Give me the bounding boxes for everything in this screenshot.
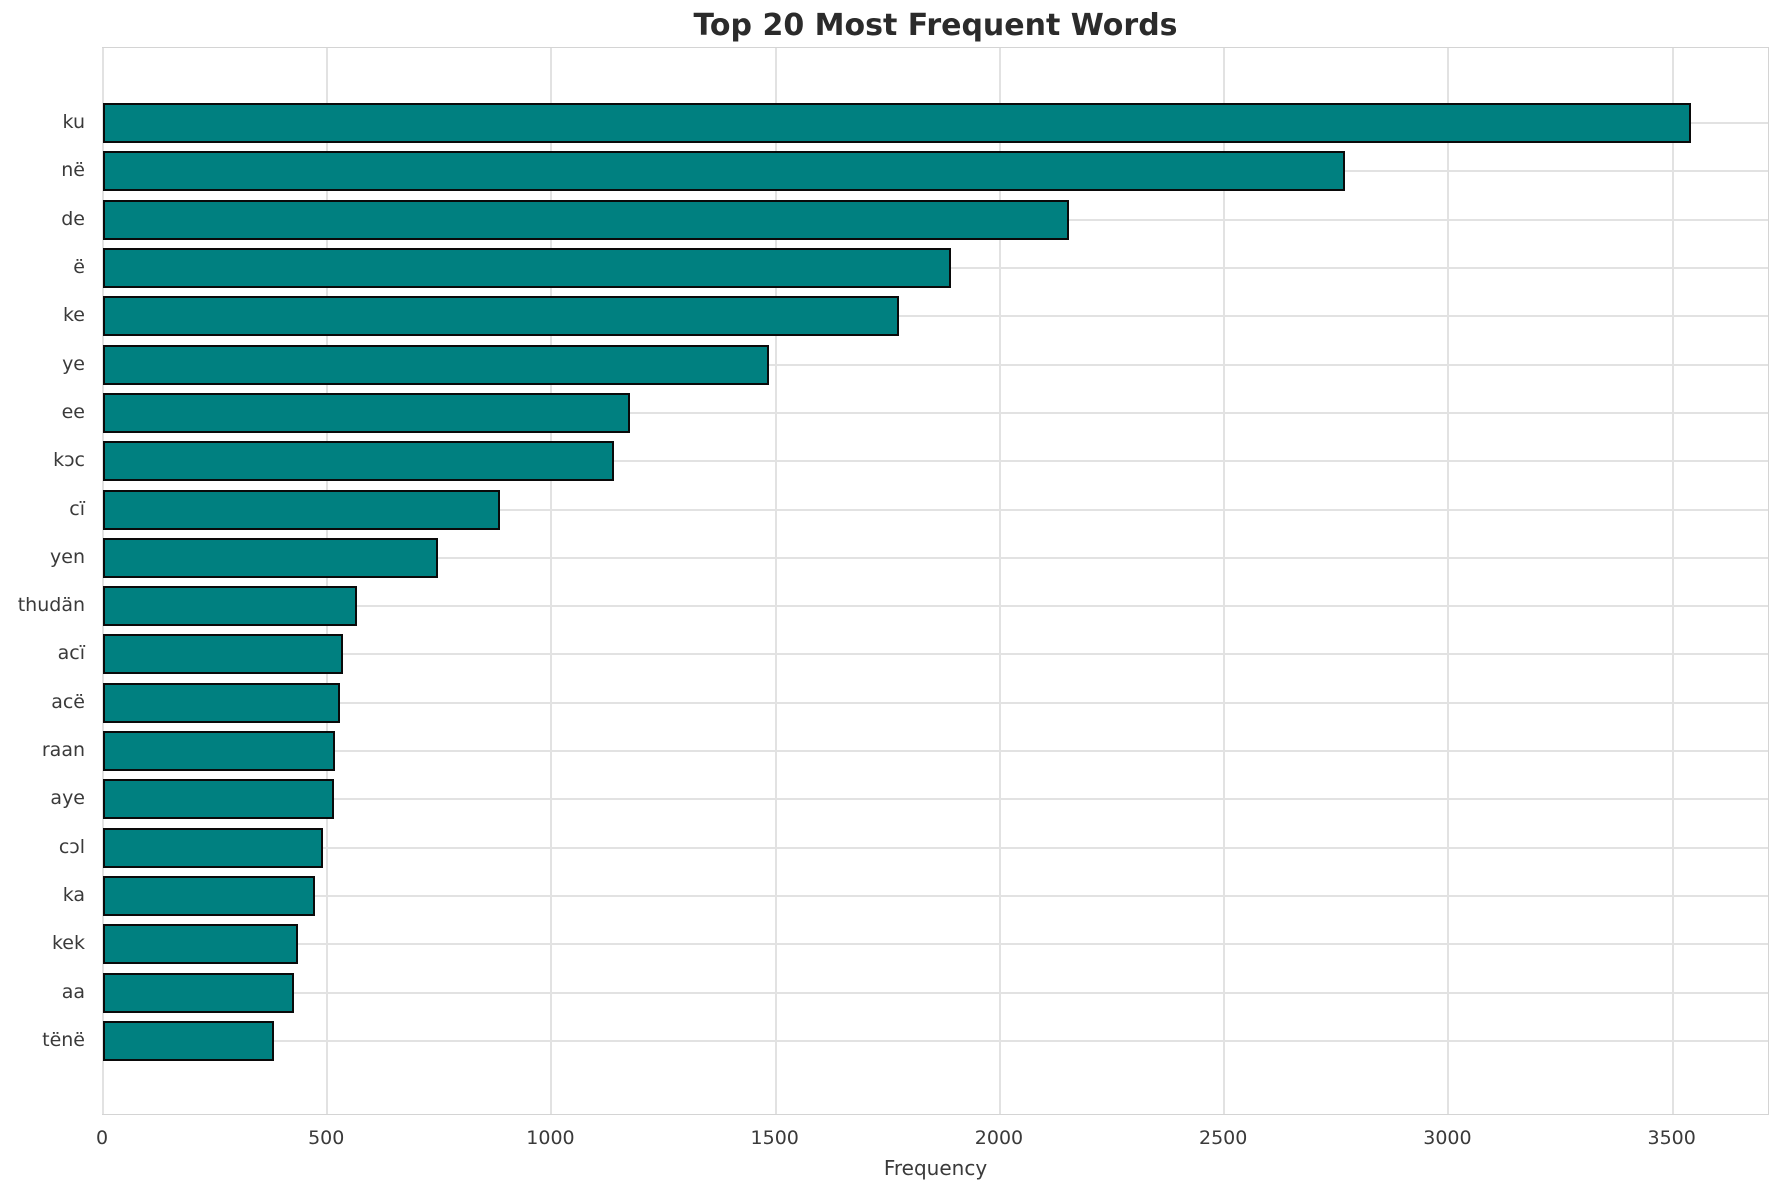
bar-aye	[103, 779, 334, 820]
bar-acï	[103, 634, 343, 675]
gridline-horizontal	[103, 363, 1768, 366]
gridline-vertical	[326, 48, 329, 1114]
y-tick-label: në	[61, 159, 85, 182]
bar-tënë	[103, 1021, 274, 1061]
gridline-horizontal	[103, 846, 1768, 849]
bar-aa	[103, 972, 294, 1013]
y-tick-label: acë	[51, 690, 85, 713]
y-tick-label: ku	[62, 111, 85, 133]
gridline-vertical	[998, 48, 1001, 1114]
gridline-horizontal	[103, 895, 1768, 898]
bar-ke	[103, 296, 900, 337]
gridline-horizontal	[103, 701, 1768, 704]
gridline-horizontal	[103, 411, 1768, 414]
x-tick-label: 2500	[1199, 1127, 1248, 1149]
y-tick-label: cɔl	[58, 835, 85, 858]
y-tick-label: ka	[62, 884, 85, 907]
y-tick-label: de	[61, 207, 85, 230]
bar-në	[103, 151, 1346, 192]
y-tick-label: tënë	[42, 1029, 85, 1051]
bar-ka	[103, 876, 315, 917]
gridline-vertical	[1447, 48, 1450, 1114]
chart-title: Top 20 Most Frequent Words	[693, 8, 1178, 43]
bar-kek	[103, 924, 299, 965]
y-tick-label: aa	[61, 980, 85, 1003]
x-axis-title: Frequency	[883, 1156, 988, 1180]
gridline-horizontal	[103, 508, 1768, 511]
gridline-horizontal	[103, 315, 1768, 318]
y-tick-label: thudän	[17, 594, 85, 617]
gridline-vertical	[550, 48, 553, 1114]
bar-raan	[103, 731, 335, 772]
gridline-horizontal	[103, 943, 1768, 946]
y-tick-label: acï	[57, 642, 85, 665]
x-tick-label: 2000	[974, 1127, 1024, 1149]
bar-de	[103, 199, 1070, 240]
gridline-vertical	[774, 48, 777, 1114]
gridline-horizontal	[103, 1040, 1768, 1042]
bar-yen	[103, 537, 438, 578]
x-tick-label: 500	[308, 1127, 345, 1149]
y-tick-label: raan	[41, 739, 85, 762]
bar-ë	[103, 247, 951, 288]
gridline-horizontal	[103, 991, 1768, 994]
y-tick-label: yen	[50, 545, 85, 568]
gridline-horizontal	[103, 556, 1768, 559]
gridline-horizontal	[103, 605, 1768, 608]
gridline-vertical	[1223, 48, 1226, 1114]
y-tick-label: kek	[51, 932, 85, 955]
bar-acë	[103, 682, 340, 723]
bar-ye	[103, 344, 769, 385]
bar-thudän	[103, 586, 357, 627]
plot-area	[102, 47, 1769, 1115]
gridline-horizontal	[103, 653, 1768, 656]
gridline-horizontal	[103, 798, 1768, 801]
bar-kɔc	[103, 441, 615, 482]
gridline-vertical	[102, 48, 104, 1114]
y-tick-label: ë	[73, 255, 85, 278]
x-tick-label: 3500	[1647, 1127, 1696, 1149]
gridline-horizontal	[103, 460, 1768, 463]
x-tick-label: 0	[95, 1127, 109, 1149]
y-tick-label: ee	[61, 400, 85, 423]
y-tick-label: cï	[69, 497, 85, 520]
y-tick-label: ye	[62, 352, 85, 375]
bar-ee	[103, 392, 630, 433]
gridline-horizontal	[103, 750, 1768, 753]
bar-ku	[103, 103, 1691, 143]
y-tick-label: kɔc	[53, 449, 85, 472]
x-tick-label: 1500	[750, 1127, 799, 1149]
y-tick-label: aye	[50, 787, 85, 810]
x-tick-label: 3000	[1423, 1127, 1472, 1149]
x-tick-label: 1000	[526, 1127, 575, 1149]
gridline-vertical	[1671, 48, 1674, 1114]
bar-cï	[103, 489, 500, 530]
y-tick-label: ke	[62, 304, 85, 327]
bar-cɔl	[103, 827, 323, 868]
